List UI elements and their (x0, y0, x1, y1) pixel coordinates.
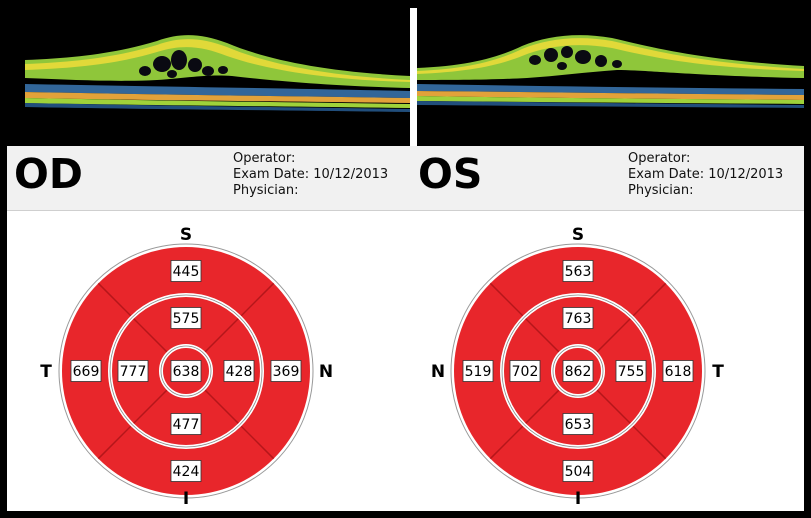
header-os: OS Operator: Exam Date: 10/12/2013 Physi… (410, 146, 804, 211)
value-box (270, 360, 302, 382)
thickness-value-outer-right: 369 (273, 364, 300, 380)
etdrs-grid: 563 763 862 653 504 519 702 755 618 S I N T (431, 225, 724, 509)
value-box (170, 307, 202, 329)
direction-label-bottom: I (575, 489, 581, 509)
value-box (170, 413, 202, 435)
value-box (170, 460, 202, 482)
value-box (562, 460, 594, 482)
thickness-value-outer-superior: 563 (565, 264, 592, 280)
thickness-value-outer-inferior: 504 (565, 464, 592, 480)
thickness-value-inner-inferior: 653 (565, 417, 592, 433)
thickness-value-outer-left: 519 (465, 364, 492, 380)
exam-date-label: Exam Date: (628, 167, 705, 182)
value-box (223, 360, 255, 382)
direction-label-left: T (40, 362, 52, 382)
value-box (70, 360, 102, 382)
etdrs-grid: 445 575 638 477 424 669 777 428 369 S I T N (40, 225, 333, 509)
header-od: OD Operator: Exam Date: 10/12/2013 Physi… (7, 146, 410, 211)
exam-date-value: 10/12/2013 (708, 167, 784, 182)
thickness-value-outer-left: 669 (73, 364, 100, 380)
operator-label: Operator: (233, 151, 296, 166)
thickness-value-inner-right: 755 (618, 364, 645, 380)
thickness-value-inner-inferior: 477 (173, 417, 200, 433)
value-box (562, 360, 594, 382)
direction-label-right: N (319, 362, 333, 382)
thickness-value-center: 862 (565, 364, 592, 380)
thickness-value-inner-right: 428 (226, 364, 253, 380)
thickness-value-inner-superior: 763 (565, 311, 592, 327)
thickness-value-center: 638 (173, 364, 200, 380)
thickness-value-inner-left: 702 (512, 364, 539, 380)
oct-bscan-os (417, 8, 804, 146)
value-box (170, 260, 202, 282)
retina-cross-section-os (417, 8, 804, 146)
physician-label: Physician: (233, 183, 299, 198)
value-box (562, 413, 594, 435)
thickness-value-inner-left: 777 (120, 364, 147, 380)
oct-bscan-od (7, 8, 410, 146)
value-box (562, 260, 594, 282)
direction-label-top: S (572, 225, 584, 245)
oct-report: OD Operator: Exam Date: 10/12/2013 Physi… (7, 8, 804, 511)
value-box (170, 360, 202, 382)
thickness-value-outer-superior: 445 (173, 264, 200, 280)
physician-label: Physician: (628, 183, 694, 198)
exam-date-value: 10/12/2013 (313, 167, 389, 182)
direction-label-left: N (431, 362, 445, 382)
thickness-value-outer-inferior: 424 (173, 464, 200, 480)
value-box (509, 360, 541, 382)
exam-meta-od: Operator: Exam Date: 10/12/2013 Physicia… (233, 151, 388, 199)
direction-label-bottom: I (183, 489, 189, 509)
exam-date-label: Exam Date: (233, 167, 310, 182)
thickness-map-os: 563 763 862 653 504 519 702 755 618 S I N T (428, 218, 728, 509)
value-box (117, 360, 149, 382)
thickness-value-inner-superior: 575 (173, 311, 200, 327)
direction-label-top: S (180, 225, 192, 245)
eye-label-od: OD (14, 150, 83, 198)
exam-meta-os: Operator: Exam Date: 10/12/2013 Physicia… (628, 151, 783, 199)
value-box (615, 360, 647, 382)
operator-label: Operator: (628, 151, 691, 166)
thickness-map-od: 445 575 638 477 424 669 777 428 369 S I T N (36, 218, 336, 509)
retina-cross-section-od (7, 8, 410, 146)
direction-label-right: T (712, 362, 724, 382)
thickness-value-outer-right: 618 (665, 364, 692, 380)
value-box (462, 360, 494, 382)
value-box (662, 360, 694, 382)
eye-label-os: OS (418, 150, 483, 198)
value-box (562, 307, 594, 329)
